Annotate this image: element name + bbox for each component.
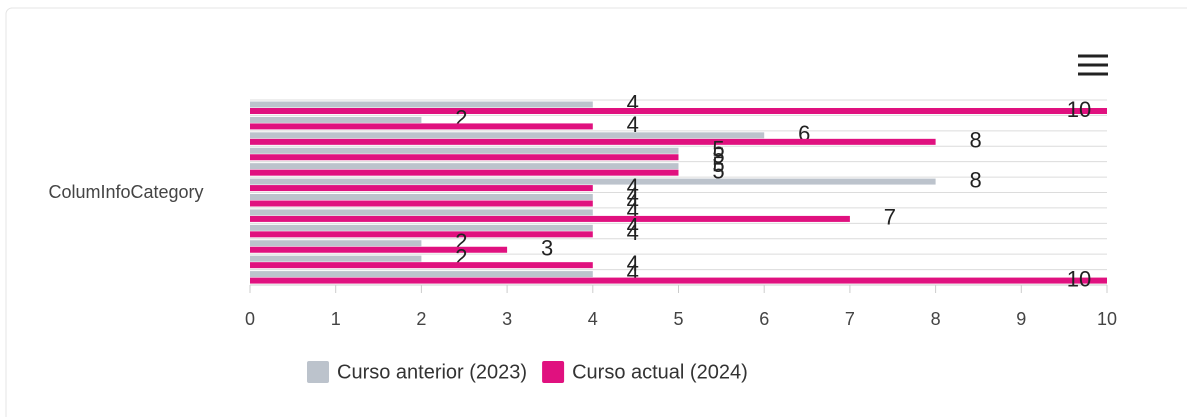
bar (250, 231, 593, 238)
data-label: 8 (969, 167, 981, 192)
bar (250, 101, 593, 108)
x-tick-label: 7 (845, 309, 855, 329)
x-tick-label: 1 (331, 309, 341, 329)
data-label: 4 (627, 174, 639, 199)
legend-swatch (307, 361, 329, 383)
legend-label: Curso actual (2024) (572, 361, 748, 383)
bar (250, 154, 679, 161)
x-tick-label: 8 (931, 309, 941, 329)
bar (250, 215, 850, 222)
x-tick-label: 4 (588, 309, 598, 329)
bar (250, 138, 936, 145)
bar (250, 132, 765, 139)
bar (250, 271, 593, 278)
bar (250, 246, 508, 253)
x-tick-label: 3 (502, 309, 512, 329)
legend-label: Curso anterior (2023) (337, 361, 527, 383)
data-label: 3 (541, 236, 553, 261)
data-label: 4 (627, 112, 639, 137)
menu-icon[interactable] (1078, 54, 1108, 76)
bar (250, 255, 422, 262)
bar (250, 169, 679, 176)
x-tick-label: 6 (759, 309, 769, 329)
data-label: 10 (1067, 97, 1091, 122)
data-label: 8 (969, 128, 981, 153)
bar (250, 178, 936, 185)
x-tick-label: 10 (1097, 309, 1117, 329)
legend-swatch (542, 361, 565, 383)
bar (250, 224, 593, 231)
data-label: 7 (884, 205, 896, 230)
x-tick-label: 2 (416, 309, 426, 329)
data-label: 4 (627, 183, 639, 208)
data-label: 5 (712, 152, 724, 177)
card (5, 7, 1187, 417)
y-axis-title: ColumInfoCategory (48, 182, 203, 202)
x-tick-label: 0 (245, 309, 255, 329)
bar (250, 147, 679, 154)
bar (250, 277, 1107, 284)
data-label: 4 (627, 214, 639, 239)
bar (250, 185, 593, 192)
bar (250, 262, 593, 269)
data-label: 4 (627, 189, 639, 214)
x-tick-label: 5 (673, 309, 683, 329)
data-label: 4 (627, 251, 639, 276)
bar (250, 240, 422, 247)
bar (250, 123, 593, 130)
data-label: 4 (627, 220, 639, 245)
bar (250, 209, 593, 216)
data-label: 10 (1067, 266, 1091, 291)
bar (250, 108, 1107, 114)
bar (250, 200, 593, 207)
bar (250, 194, 593, 200)
data-label: 5 (712, 143, 724, 168)
x-tick-label: 9 (1016, 309, 1026, 329)
data-label: 5 (712, 137, 724, 162)
data-label: 5 (712, 158, 724, 183)
bar (250, 163, 679, 170)
bar (250, 116, 422, 123)
